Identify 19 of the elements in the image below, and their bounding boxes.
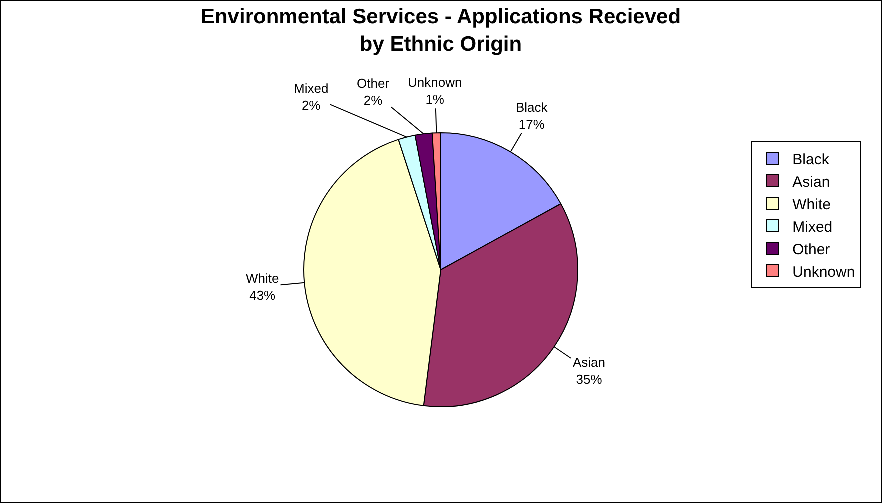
slice-label: Asian — [573, 355, 606, 370]
data-label: 35% — [576, 372, 603, 387]
slice-label: Mixed — [294, 81, 329, 96]
slice-label: Black — [516, 100, 548, 115]
slice-label: White — [246, 271, 280, 286]
chart-title: Environmental Services - Applications Recieved by Ethnic Origin — [200, 6, 682, 56]
data-label: 2% — [364, 92, 384, 108]
legend-label: Other — [792, 241, 830, 258]
legend-label: Mixed — [792, 218, 833, 236]
slice-label: Other — [357, 76, 390, 91]
data-label: 17% — [518, 116, 546, 132]
data-label: 1% — [426, 92, 445, 107]
data-label: 2% — [302, 98, 322, 113]
slice-label: Unknown — [408, 75, 462, 90]
legend-label: White — [792, 196, 831, 214]
legend-label: Unknown — [792, 264, 856, 281]
legend-label: Asian — [792, 174, 830, 191]
legend-label: Black — [792, 151, 830, 168]
data-label: 43% — [250, 288, 276, 303]
